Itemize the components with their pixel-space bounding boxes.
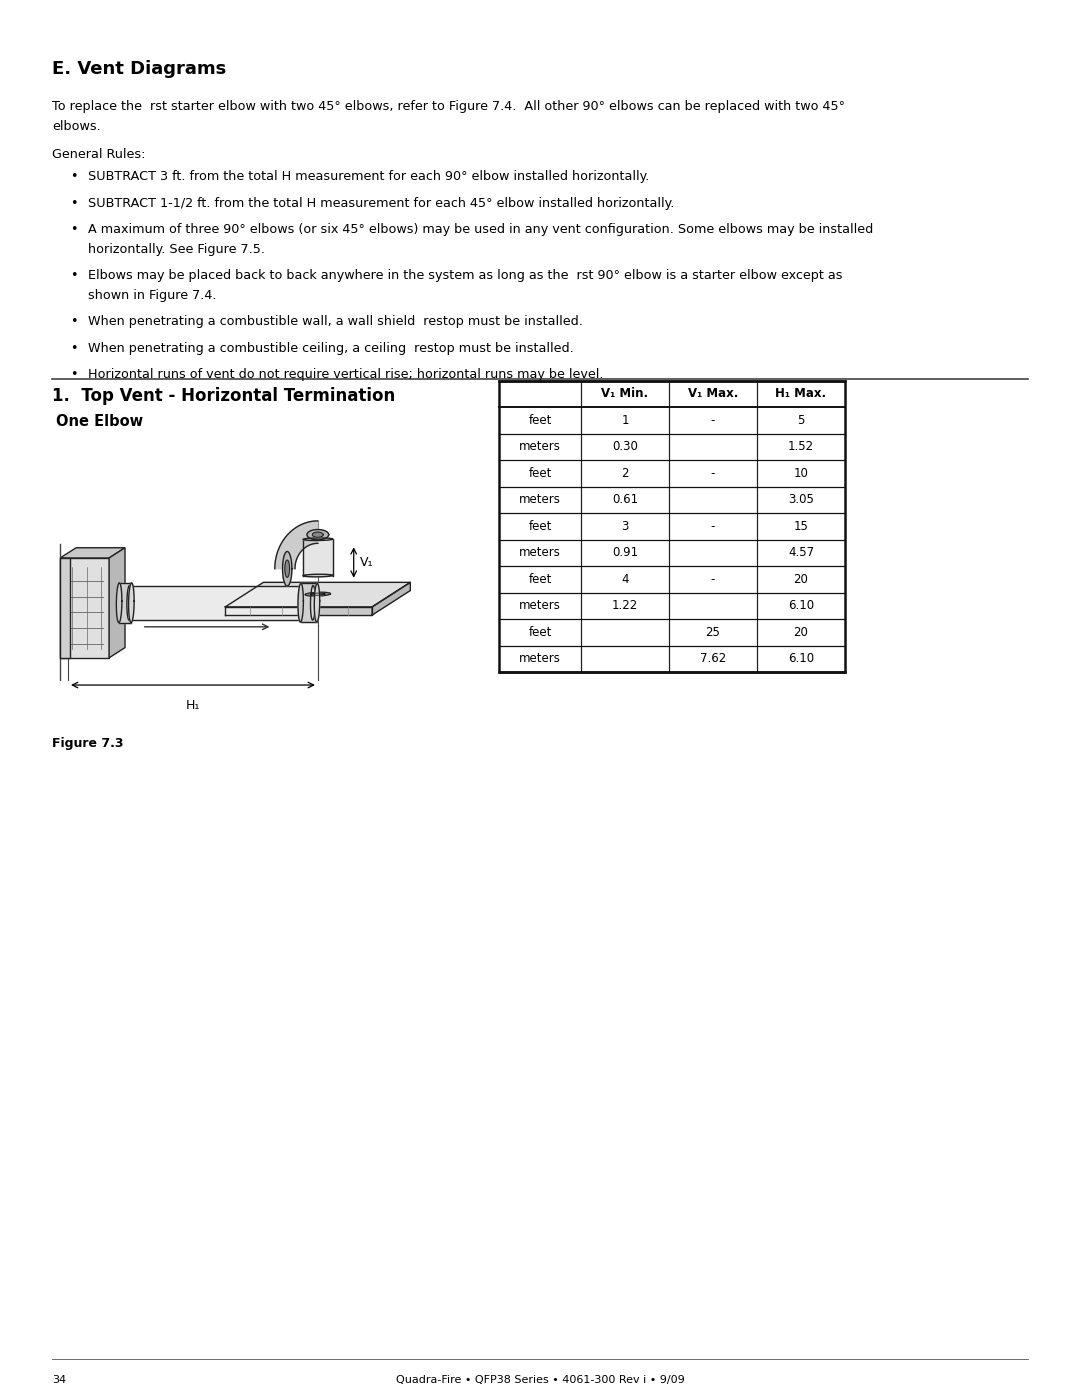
Text: 25: 25 (705, 626, 720, 638)
Text: One Elbow: One Elbow (56, 414, 144, 429)
Polygon shape (130, 585, 313, 620)
Text: •: • (70, 224, 78, 236)
Text: feet: feet (528, 573, 552, 585)
Text: 6.10: 6.10 (788, 599, 814, 612)
Text: To replace the  rst starter elbow with two 45° elbows, refer to Figure 7.4.  All: To replace the rst starter elbow with tw… (52, 101, 845, 113)
Text: meters: meters (519, 652, 561, 665)
Polygon shape (60, 557, 70, 658)
Text: A maximum of three 90° elbows (or six 45° elbows) may be used in any vent conﬁgu: A maximum of three 90° elbows (or six 45… (87, 224, 874, 236)
Text: shown in Figure 7.4.: shown in Figure 7.4. (87, 289, 216, 302)
Text: V₁ Min.: V₁ Min. (602, 387, 648, 401)
Text: •: • (70, 367, 78, 381)
Polygon shape (283, 552, 292, 585)
Text: •: • (70, 341, 78, 355)
Text: 10: 10 (794, 467, 809, 479)
Text: elbows.: elbows. (52, 120, 100, 133)
Polygon shape (298, 584, 303, 622)
Polygon shape (226, 583, 410, 606)
Text: General Rules:: General Rules: (52, 148, 146, 161)
Text: feet: feet (528, 626, 552, 638)
Text: •: • (70, 314, 78, 328)
Text: Quadra-Fire • QFP38 Series • 4061-300 Rev i • 9/09: Quadra-Fire • QFP38 Series • 4061-300 Re… (395, 1375, 685, 1384)
Text: SUBTRACT 3 ft. from the total H measurement for each 90° elbow installed horizon: SUBTRACT 3 ft. from the total H measurem… (87, 170, 649, 183)
Text: 34: 34 (52, 1375, 66, 1384)
Bar (499, 380, 845, 672)
Text: H₁: H₁ (186, 698, 200, 711)
Text: V₁: V₁ (360, 556, 374, 569)
Polygon shape (119, 583, 132, 623)
Polygon shape (300, 584, 318, 622)
Text: H₁ Max.: H₁ Max. (775, 387, 826, 401)
Text: When penetrating a combustible wall, a wall shield  restop must be installed.: When penetrating a combustible wall, a w… (87, 314, 583, 328)
Text: 1.22: 1.22 (612, 599, 638, 612)
Text: •: • (70, 170, 78, 183)
Text: 1: 1 (621, 414, 629, 426)
Text: meters: meters (519, 546, 561, 559)
Text: V₁ Max.: V₁ Max. (688, 387, 738, 401)
Polygon shape (311, 594, 325, 595)
Text: horizontally. See Figure 7.5.: horizontally. See Figure 7.5. (87, 243, 265, 256)
Text: -: - (711, 467, 715, 479)
Polygon shape (303, 539, 333, 576)
Polygon shape (109, 548, 125, 658)
Text: •: • (70, 270, 78, 282)
Text: -: - (711, 414, 715, 426)
Polygon shape (310, 585, 315, 620)
Polygon shape (303, 538, 333, 541)
Text: 5: 5 (797, 414, 805, 426)
Polygon shape (373, 583, 410, 615)
Text: Figure 7.3: Figure 7.3 (52, 738, 123, 750)
Text: 0.61: 0.61 (612, 493, 638, 506)
Text: 0.30: 0.30 (612, 440, 638, 453)
Text: meters: meters (519, 493, 561, 506)
Polygon shape (126, 585, 132, 620)
Text: -: - (711, 520, 715, 532)
Text: 1.  Top Vent - Horizontal Termination: 1. Top Vent - Horizontal Termination (52, 387, 395, 405)
Polygon shape (303, 574, 333, 577)
Text: Horizontal runs of vent do not require vertical rise; horizontal runs may be lev: Horizontal runs of vent do not require v… (87, 367, 604, 381)
Text: 7.62: 7.62 (700, 652, 726, 665)
Text: When penetrating a combustible ceiling, a ceiling  restop must be installed.: When penetrating a combustible ceiling, … (87, 341, 573, 355)
Polygon shape (274, 521, 318, 569)
Polygon shape (305, 592, 330, 597)
Text: 6.10: 6.10 (788, 652, 814, 665)
Text: 3: 3 (621, 520, 629, 532)
Polygon shape (226, 606, 373, 615)
Text: SUBTRACT 1-1/2 ft. from the total H measurement for each 45° elbow installed hor: SUBTRACT 1-1/2 ft. from the total H meas… (87, 197, 674, 210)
Text: •: • (70, 197, 78, 210)
Text: 1.52: 1.52 (788, 440, 814, 453)
Polygon shape (314, 584, 320, 622)
Polygon shape (285, 560, 289, 577)
Polygon shape (60, 548, 125, 557)
Text: feet: feet (528, 414, 552, 426)
Text: 4.57: 4.57 (788, 546, 814, 559)
Polygon shape (117, 583, 122, 623)
Polygon shape (312, 532, 323, 538)
Text: meters: meters (519, 599, 561, 612)
Text: 20: 20 (794, 626, 809, 638)
Text: 20: 20 (794, 573, 809, 585)
Text: feet: feet (528, 520, 552, 532)
Text: 4: 4 (621, 573, 629, 585)
Text: feet: feet (528, 467, 552, 479)
Text: -: - (711, 573, 715, 585)
Text: 15: 15 (794, 520, 809, 532)
Text: 0.91: 0.91 (612, 546, 638, 559)
Text: 3.05: 3.05 (788, 493, 814, 506)
Text: E. Vent Diagrams: E. Vent Diagrams (52, 60, 226, 78)
Polygon shape (60, 557, 109, 658)
Polygon shape (307, 529, 328, 539)
Polygon shape (129, 583, 134, 623)
Text: meters: meters (519, 440, 561, 453)
Text: Elbows may be placed back to back anywhere in the system as long as the  rst 90°: Elbows may be placed back to back anywhe… (87, 270, 842, 282)
Text: 2: 2 (621, 467, 629, 479)
